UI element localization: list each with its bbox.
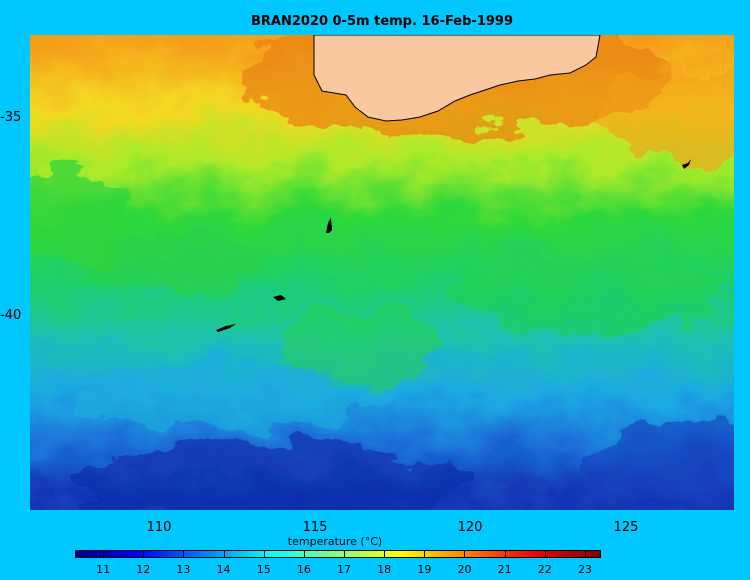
colorbar-tick-label: 19: [417, 563, 432, 576]
temperature-map: [30, 35, 734, 510]
colorbar-tick-label: 23: [577, 563, 592, 576]
colorbar-tick-mark: [224, 550, 225, 558]
colorbar: [75, 550, 601, 558]
map-title: BRAN2020 0-5m temp. 16-Feb-1999: [250, 14, 513, 29]
colorbar-tick-label: 15: [256, 563, 271, 576]
colorbar-tick-label: 18: [377, 563, 392, 576]
colorbar-tick-label: 20: [457, 563, 472, 576]
colorbar-tick-label: 11: [96, 563, 111, 576]
colorbar-tick-mark: [304, 550, 305, 558]
lat-tick-label: -35: [0, 110, 22, 125]
lon-tick-label: 125: [613, 520, 639, 535]
colorbar-tick-mark: [384, 550, 385, 558]
colorbar-tick-label: 12: [136, 563, 151, 576]
colorbar-tick-label: 22: [537, 563, 552, 576]
colorbar-tick-mark: [424, 550, 425, 558]
island-north: [326, 218, 332, 233]
australia-landmass: [313, 35, 601, 122]
lat-tick-label: -40: [0, 308, 22, 323]
island-middle: [273, 295, 286, 301]
colorbar-tick-mark: [545, 550, 546, 558]
colorbar-tick-mark: [505, 550, 506, 558]
lon-tick-label: 110: [146, 520, 172, 535]
lon-tick-label: 120: [457, 520, 483, 535]
colorbar-tick-mark: [143, 550, 144, 558]
colorbar-tick-mark: [464, 550, 465, 558]
colorbar-tick-label: 13: [176, 563, 191, 576]
colorbar-tick-mark: [183, 550, 184, 558]
island-west: [216, 324, 236, 332]
colorbar-tick-mark: [103, 550, 104, 558]
colorbar-tick-mark: [264, 550, 265, 558]
island-east: [682, 159, 691, 169]
colorbar-label: temperature (°C): [287, 535, 383, 548]
colorbar-tick-label: 17: [337, 563, 352, 576]
lon-tick-label: 115: [302, 520, 328, 535]
colorbar-tick-label: 14: [216, 563, 231, 576]
colorbar-tick-label: 16: [296, 563, 311, 576]
colorbar-tick-label: 21: [497, 563, 512, 576]
colorbar-tick-mark: [344, 550, 345, 558]
colorbar-tick-mark: [585, 550, 586, 558]
